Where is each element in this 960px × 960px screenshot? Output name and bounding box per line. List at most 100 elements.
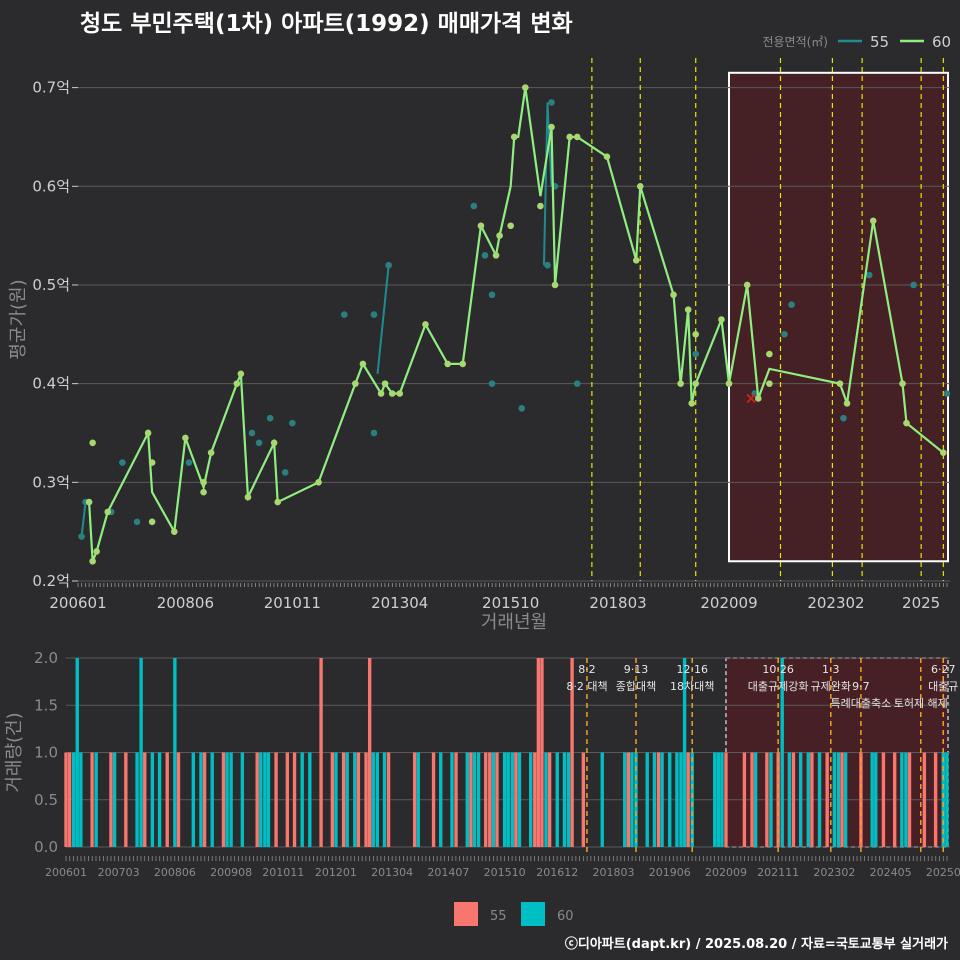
volume-y-tick-label: 1.5	[34, 696, 58, 714]
volume-bar-60	[510, 752, 514, 847]
policy-date-label: 1·3	[822, 663, 840, 676]
volume-bar-60	[945, 752, 949, 847]
volume-bar-55	[791, 752, 796, 847]
volume-bar-60	[780, 658, 784, 847]
volume-bar-60	[266, 752, 271, 847]
volume-x-tick-label: 201803	[592, 866, 634, 879]
volume-bar-60	[353, 752, 357, 847]
volume-bar-60	[675, 752, 679, 847]
volume-bar-60	[240, 752, 245, 847]
x-tick-label: 200601	[49, 594, 106, 612]
volume-bar-60	[502, 752, 507, 847]
series-60-point	[636, 182, 644, 190]
series-55-point	[781, 331, 788, 338]
y-axis-title: 평균가(원)	[8, 279, 29, 359]
series-55-line	[376, 265, 390, 374]
volume-bar-60	[334, 752, 338, 847]
series-55-point	[943, 390, 951, 397]
series-60-line	[87, 87, 945, 562]
policy-name-label: 18차대책	[670, 680, 714, 693]
series-60-point	[182, 434, 189, 442]
volume-bar-55	[221, 752, 226, 847]
series-55-point	[266, 414, 274, 422]
legend-label-55: 55	[870, 33, 889, 51]
chart-title: 청도 부민주택(1차) 아파트(1992) 매매가격 변화	[80, 11, 573, 37]
series-60-point	[766, 380, 773, 387]
volume-bar-55	[859, 752, 863, 847]
volume-bar-60	[529, 752, 533, 847]
volume-bar-55	[143, 752, 147, 847]
volume-bar-60	[544, 752, 548, 847]
series-55-point	[255, 439, 263, 447]
series-55-point	[370, 311, 378, 318]
volume-bar-60	[210, 752, 214, 847]
volume-x-tick-label: 202111	[757, 866, 799, 879]
volume-bar-55	[67, 752, 72, 847]
volume-bar-60	[139, 658, 143, 847]
volume-bar-55	[386, 752, 391, 847]
volume-bar-55	[484, 752, 488, 847]
series-60-point	[359, 360, 367, 368]
volume-bar-60	[769, 752, 773, 847]
volume-bar-55	[547, 752, 552, 847]
y-tick-label: 0.3억	[32, 473, 70, 491]
series-55-point	[289, 419, 296, 427]
policy-date-label: 9·13	[624, 663, 649, 676]
volume-bar-60	[555, 752, 559, 847]
volume-x-tick-label: 202302	[813, 866, 855, 879]
volume-bar-55	[64, 752, 68, 847]
volume-bar-55	[364, 752, 368, 847]
policy-date-label: 10·26	[762, 663, 794, 676]
volume-bar-60	[836, 752, 841, 847]
volume-bar-60	[416, 752, 420, 847]
volume-bar-60	[259, 752, 263, 847]
volume-y-axis-title: 거래량(건)	[4, 712, 25, 792]
volume-bar-55	[412, 752, 417, 847]
volume-bar-55	[686, 752, 690, 847]
policy-date-label: 9·7	[852, 680, 870, 693]
volume-bar-55	[540, 658, 544, 847]
volume-bar-60	[71, 752, 76, 847]
volume-y-tick-label: 2.0	[34, 649, 58, 667]
volume-bar-55	[285, 752, 290, 847]
volume-y-tick-label: 0.0	[34, 838, 58, 856]
volume-bar-60	[191, 752, 196, 847]
volume-bar-60	[229, 752, 233, 847]
volume-bar-60	[900, 752, 904, 847]
cross-marker	[746, 393, 756, 404]
series-60-point	[670, 291, 677, 299]
series-60-point	[207, 449, 215, 457]
legend-label-bar-60: 60	[557, 909, 574, 924]
series-60-point	[270, 439, 278, 447]
series-55-point	[481, 252, 489, 259]
volume-bar-60	[562, 752, 567, 847]
volume-bar-55	[431, 752, 436, 847]
series-60-point	[725, 380, 733, 387]
series-60-point	[718, 316, 725, 323]
policy-name-label: 종합대책	[616, 680, 656, 693]
volume-bar-55	[656, 752, 661, 847]
series-60-point	[754, 395, 762, 402]
volume-bar-55	[892, 752, 897, 847]
volume-bar-60	[904, 752, 908, 847]
volume-bar-60	[112, 752, 117, 847]
volume-bar-60	[506, 752, 510, 847]
series-60-point	[381, 380, 389, 387]
volume-bar-55	[514, 752, 518, 847]
volume-bar-55	[907, 752, 912, 847]
volume-bar-55	[124, 752, 128, 847]
x-tick-label: 201803	[589, 594, 646, 612]
x-tick-label: 200806	[157, 594, 214, 612]
legend-label-60: 60	[932, 33, 951, 51]
y-tick-label: 0.2억	[32, 572, 70, 590]
volume-bar-55	[570, 658, 574, 847]
series-55-line	[80, 501, 87, 537]
volume-bar-55	[495, 752, 499, 847]
volume-bar-55	[274, 752, 278, 847]
series-60-point	[459, 360, 467, 368]
volume-bar-60	[173, 658, 177, 847]
volume-x-tick-label: 200601	[45, 866, 87, 879]
series-60-point	[388, 390, 396, 397]
volume-bar-55	[533, 752, 537, 847]
series-60-point	[170, 528, 178, 535]
